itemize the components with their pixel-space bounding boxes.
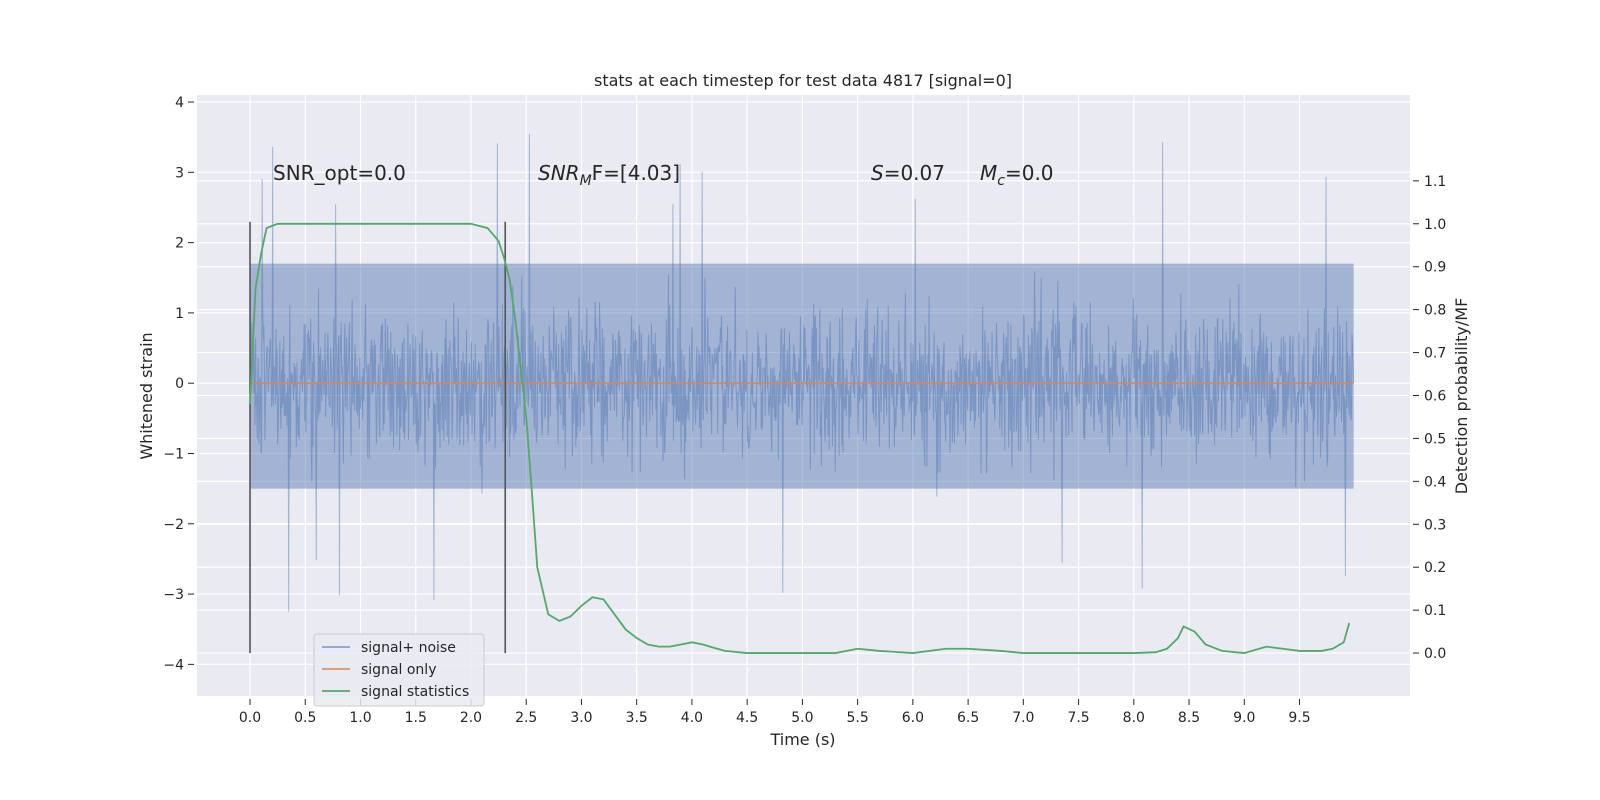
noise-band <box>250 263 1354 489</box>
annotation-s-var: S <box>871 161 884 185</box>
y-left-tick-label: 4 <box>175 95 184 111</box>
y-right-tick-label: 1.0 <box>1424 217 1446 233</box>
annotation-snr-mf-sub: M <box>580 173 592 189</box>
annotation-snr-mf: SNRMF=[4.03] <box>538 161 680 189</box>
y-left-tick-label: −2 <box>163 517 184 533</box>
legend-box <box>313 633 485 707</box>
y-left-tick-label: −3 <box>163 587 184 603</box>
y-right-tick-label: 0.5 <box>1424 431 1446 447</box>
annotation-snr-mf-rest: F=[4.03] <box>592 161 680 185</box>
x-tick-label: 7.0 <box>1012 710 1034 726</box>
annotation-s-val: =0.07 <box>884 161 945 185</box>
y-right-tick-label: 0.9 <box>1424 260 1446 276</box>
legend: signal+ noise signal only signal statist… <box>313 633 485 707</box>
y-right-tick-label: 0.8 <box>1424 303 1446 319</box>
y-right-tick-label: 0.4 <box>1424 474 1446 490</box>
annotation-mc-sub: c <box>997 173 1005 189</box>
y-left-tick-label: 0 <box>175 376 184 392</box>
legend-label-signal-statistics: signal statistics <box>361 684 469 700</box>
x-tick-label: 4.5 <box>736 710 758 726</box>
legend-label-signal-only: signal only <box>361 662 436 678</box>
x-tick-label: 1.0 <box>349 710 371 726</box>
x-tick-label: 8.5 <box>1178 710 1200 726</box>
x-tick-label: 3.0 <box>570 710 592 726</box>
vertical-markers <box>249 221 507 654</box>
legend-label-signal-noise: signal+ noise <box>361 640 456 656</box>
x-tick-label: 5.5 <box>846 710 868 726</box>
chart-title: stats at each timestep for test data 481… <box>594 71 1012 90</box>
y-right-tick-label: 0.6 <box>1424 389 1446 405</box>
x-tick-label: 6.5 <box>957 710 979 726</box>
x-tick-label: 0.5 <box>294 710 316 726</box>
y-axis-left-label: Whitened strain <box>137 332 156 459</box>
annotation-mc: Mc=0.0 <box>980 161 1054 189</box>
y-left-tick-label: −4 <box>163 657 184 673</box>
y-left-tick-label: −1 <box>163 446 184 462</box>
x-tick-label: 2.0 <box>460 710 482 726</box>
y-axis-left-ticks: −4 −3 −2 −1 0 1 2 3 4 <box>163 95 194 673</box>
series-signal-statistics <box>249 222 1351 654</box>
annotation-mc-val: =0.0 <box>1005 161 1054 185</box>
annotation-snr-mf-prefix: SNR <box>538 161 580 185</box>
x-tick-label: 9.0 <box>1233 710 1255 726</box>
x-tick-label: 4.0 <box>681 710 703 726</box>
annotation-snr-opt: SNR_opt=0.0 <box>273 161 406 185</box>
y-left-tick-label: 2 <box>175 236 184 252</box>
x-axis-ticks: 0.0 0.5 1.0 1.5 2.0 2.5 3.0 3.5 4.0 4.5 5.0 5.5 6.0 6… <box>239 699 1311 726</box>
x-tick-label: 3.5 <box>626 710 648 726</box>
annotation-mc-var: M <box>980 161 997 185</box>
noise-trace <box>249 134 1355 612</box>
y-left-tick-label: 1 <box>175 306 184 322</box>
y-right-tick-label: 0.2 <box>1424 560 1446 576</box>
x-tick-label: 7.5 <box>1067 710 1089 726</box>
series-signal-noise <box>249 134 1355 612</box>
y-axis-right-ticks: 0.0 0.1 0.2 0.3 0.4 0.5 0.6 0.7 0.8 0.9 1.0 1.1 <box>1413 174 1446 662</box>
y-right-tick-label: 0.3 <box>1424 517 1446 533</box>
x-tick-label: 6.0 <box>902 710 924 726</box>
x-tick-label: 9.5 <box>1288 710 1310 726</box>
y-right-tick-label: 0.0 <box>1424 646 1446 662</box>
x-tick-label: 1.5 <box>405 710 427 726</box>
x-tick-label: 0.0 <box>239 710 261 726</box>
x-axis-label: Time (s) <box>769 730 835 749</box>
y-axis-right-label: Detection probability/MF <box>1452 298 1471 495</box>
x-tick-label: 8.0 <box>1123 710 1145 726</box>
y-right-tick-label: 0.7 <box>1424 346 1446 362</box>
y-right-tick-label: 0.1 <box>1424 603 1446 619</box>
y-left-tick-label: 3 <box>175 165 184 181</box>
x-tick-label: 5.0 <box>791 710 813 726</box>
x-tick-label: 2.5 <box>515 710 537 726</box>
y-right-tick-label: 1.1 <box>1424 174 1446 190</box>
annotation-s: S=0.07 <box>871 161 945 185</box>
